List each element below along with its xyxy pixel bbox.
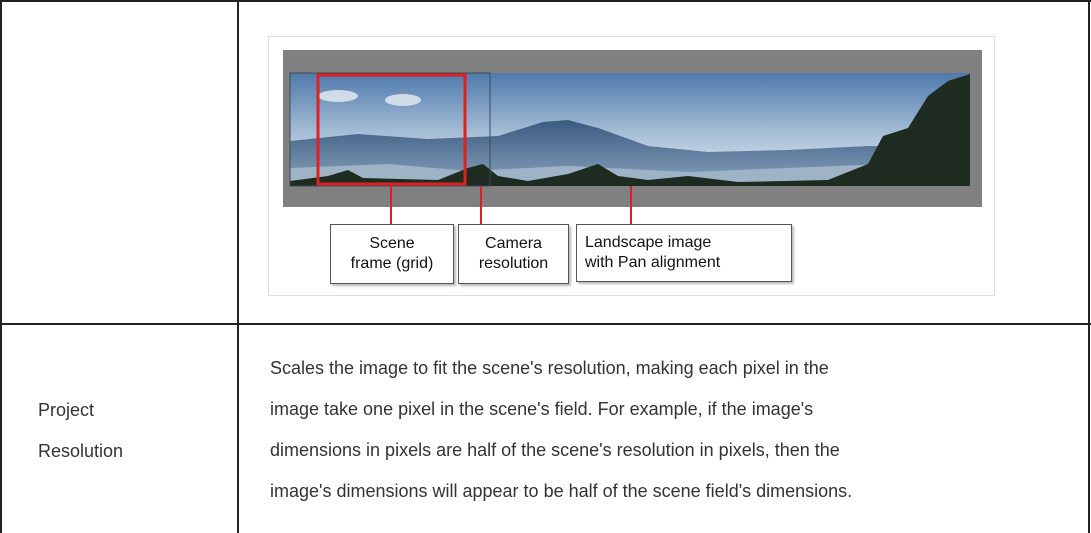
callout-line: resolution [478,255,549,272]
description-line: image's dimensions will appear to be hal… [270,481,853,501]
table-border-right [1088,0,1090,533]
label-line: Resolution [38,441,124,461]
callout-line: Scene [369,235,415,252]
figure-illustration [283,50,982,224]
description-line: Scales the image to fit the scene's reso… [270,358,829,378]
cloud [385,94,421,106]
row-description: Scales the image to fit the scene's reso… [270,348,852,512]
description-line: image take one pixel in the scene's fiel… [270,399,814,419]
callout: Landscape image with Pan alignment [576,224,792,282]
figure: Scene frame (grid) Camera resolution Lan… [268,36,995,296]
callout-line: frame (grid) [350,255,434,272]
cloud [318,90,358,102]
row-divider [0,323,1091,325]
column-divider [237,0,239,533]
callout-line: with Pan alignment [585,254,721,271]
row-label: Project Resolution [38,390,123,472]
table-border-left [0,0,2,533]
trees [290,74,970,186]
scene-frame [316,73,467,186]
callout: Scene frame (grid) [330,224,454,284]
callout: Camera resolution [458,224,569,284]
description-line: dimensions in pixels are half of the sce… [270,440,840,460]
table-border-top [0,0,1091,2]
callout-line: Camera [485,235,542,252]
label-line: Project [38,400,95,420]
callout-line: Landscape image [585,234,712,251]
